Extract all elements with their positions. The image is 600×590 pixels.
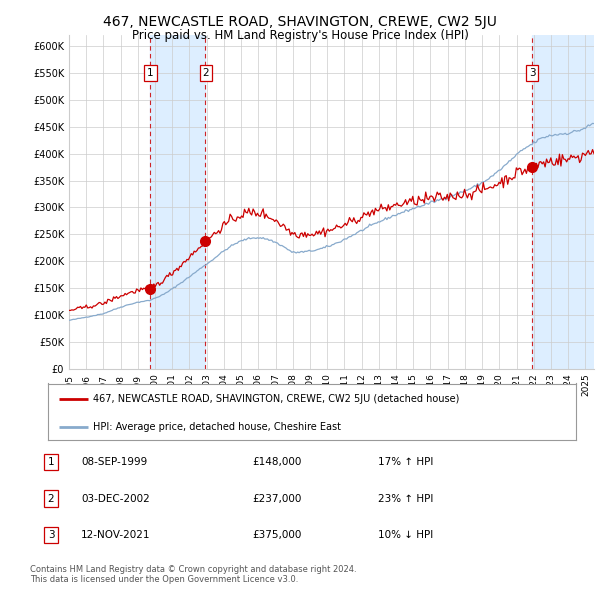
Text: 3: 3 [47,530,55,540]
Text: Price paid vs. HM Land Registry's House Price Index (HPI): Price paid vs. HM Land Registry's House … [131,30,469,42]
Text: 467, NEWCASTLE ROAD, SHAVINGTON, CREWE, CW2 5JU (detached house): 467, NEWCASTLE ROAD, SHAVINGTON, CREWE, … [93,394,459,404]
Bar [532,35,594,369]
Text: 1: 1 [147,68,154,78]
Text: £148,000: £148,000 [252,457,301,467]
Text: 12-NOV-2021: 12-NOV-2021 [81,530,151,540]
Text: 23% ↑ HPI: 23% ↑ HPI [378,494,433,503]
Text: 3: 3 [529,68,536,78]
Text: 08-SEP-1999: 08-SEP-1999 [81,457,147,467]
Text: 10% ↓ HPI: 10% ↓ HPI [378,530,433,540]
Text: £237,000: £237,000 [252,494,301,503]
Text: 03-DEC-2002: 03-DEC-2002 [81,494,150,503]
Text: HPI: Average price, detached house, Cheshire East: HPI: Average price, detached house, Ches… [93,422,341,432]
Text: 1: 1 [47,457,55,467]
Text: 2: 2 [203,68,209,78]
Text: 467, NEWCASTLE ROAD, SHAVINGTON, CREWE, CW2 5JU: 467, NEWCASTLE ROAD, SHAVINGTON, CREWE, … [103,15,497,29]
Bar [150,35,205,369]
Text: 17% ↑ HPI: 17% ↑ HPI [378,457,433,467]
Text: £375,000: £375,000 [252,530,301,540]
Text: Contains HM Land Registry data © Crown copyright and database right 2024.
This d: Contains HM Land Registry data © Crown c… [30,565,356,584]
Text: 2: 2 [47,494,55,503]
